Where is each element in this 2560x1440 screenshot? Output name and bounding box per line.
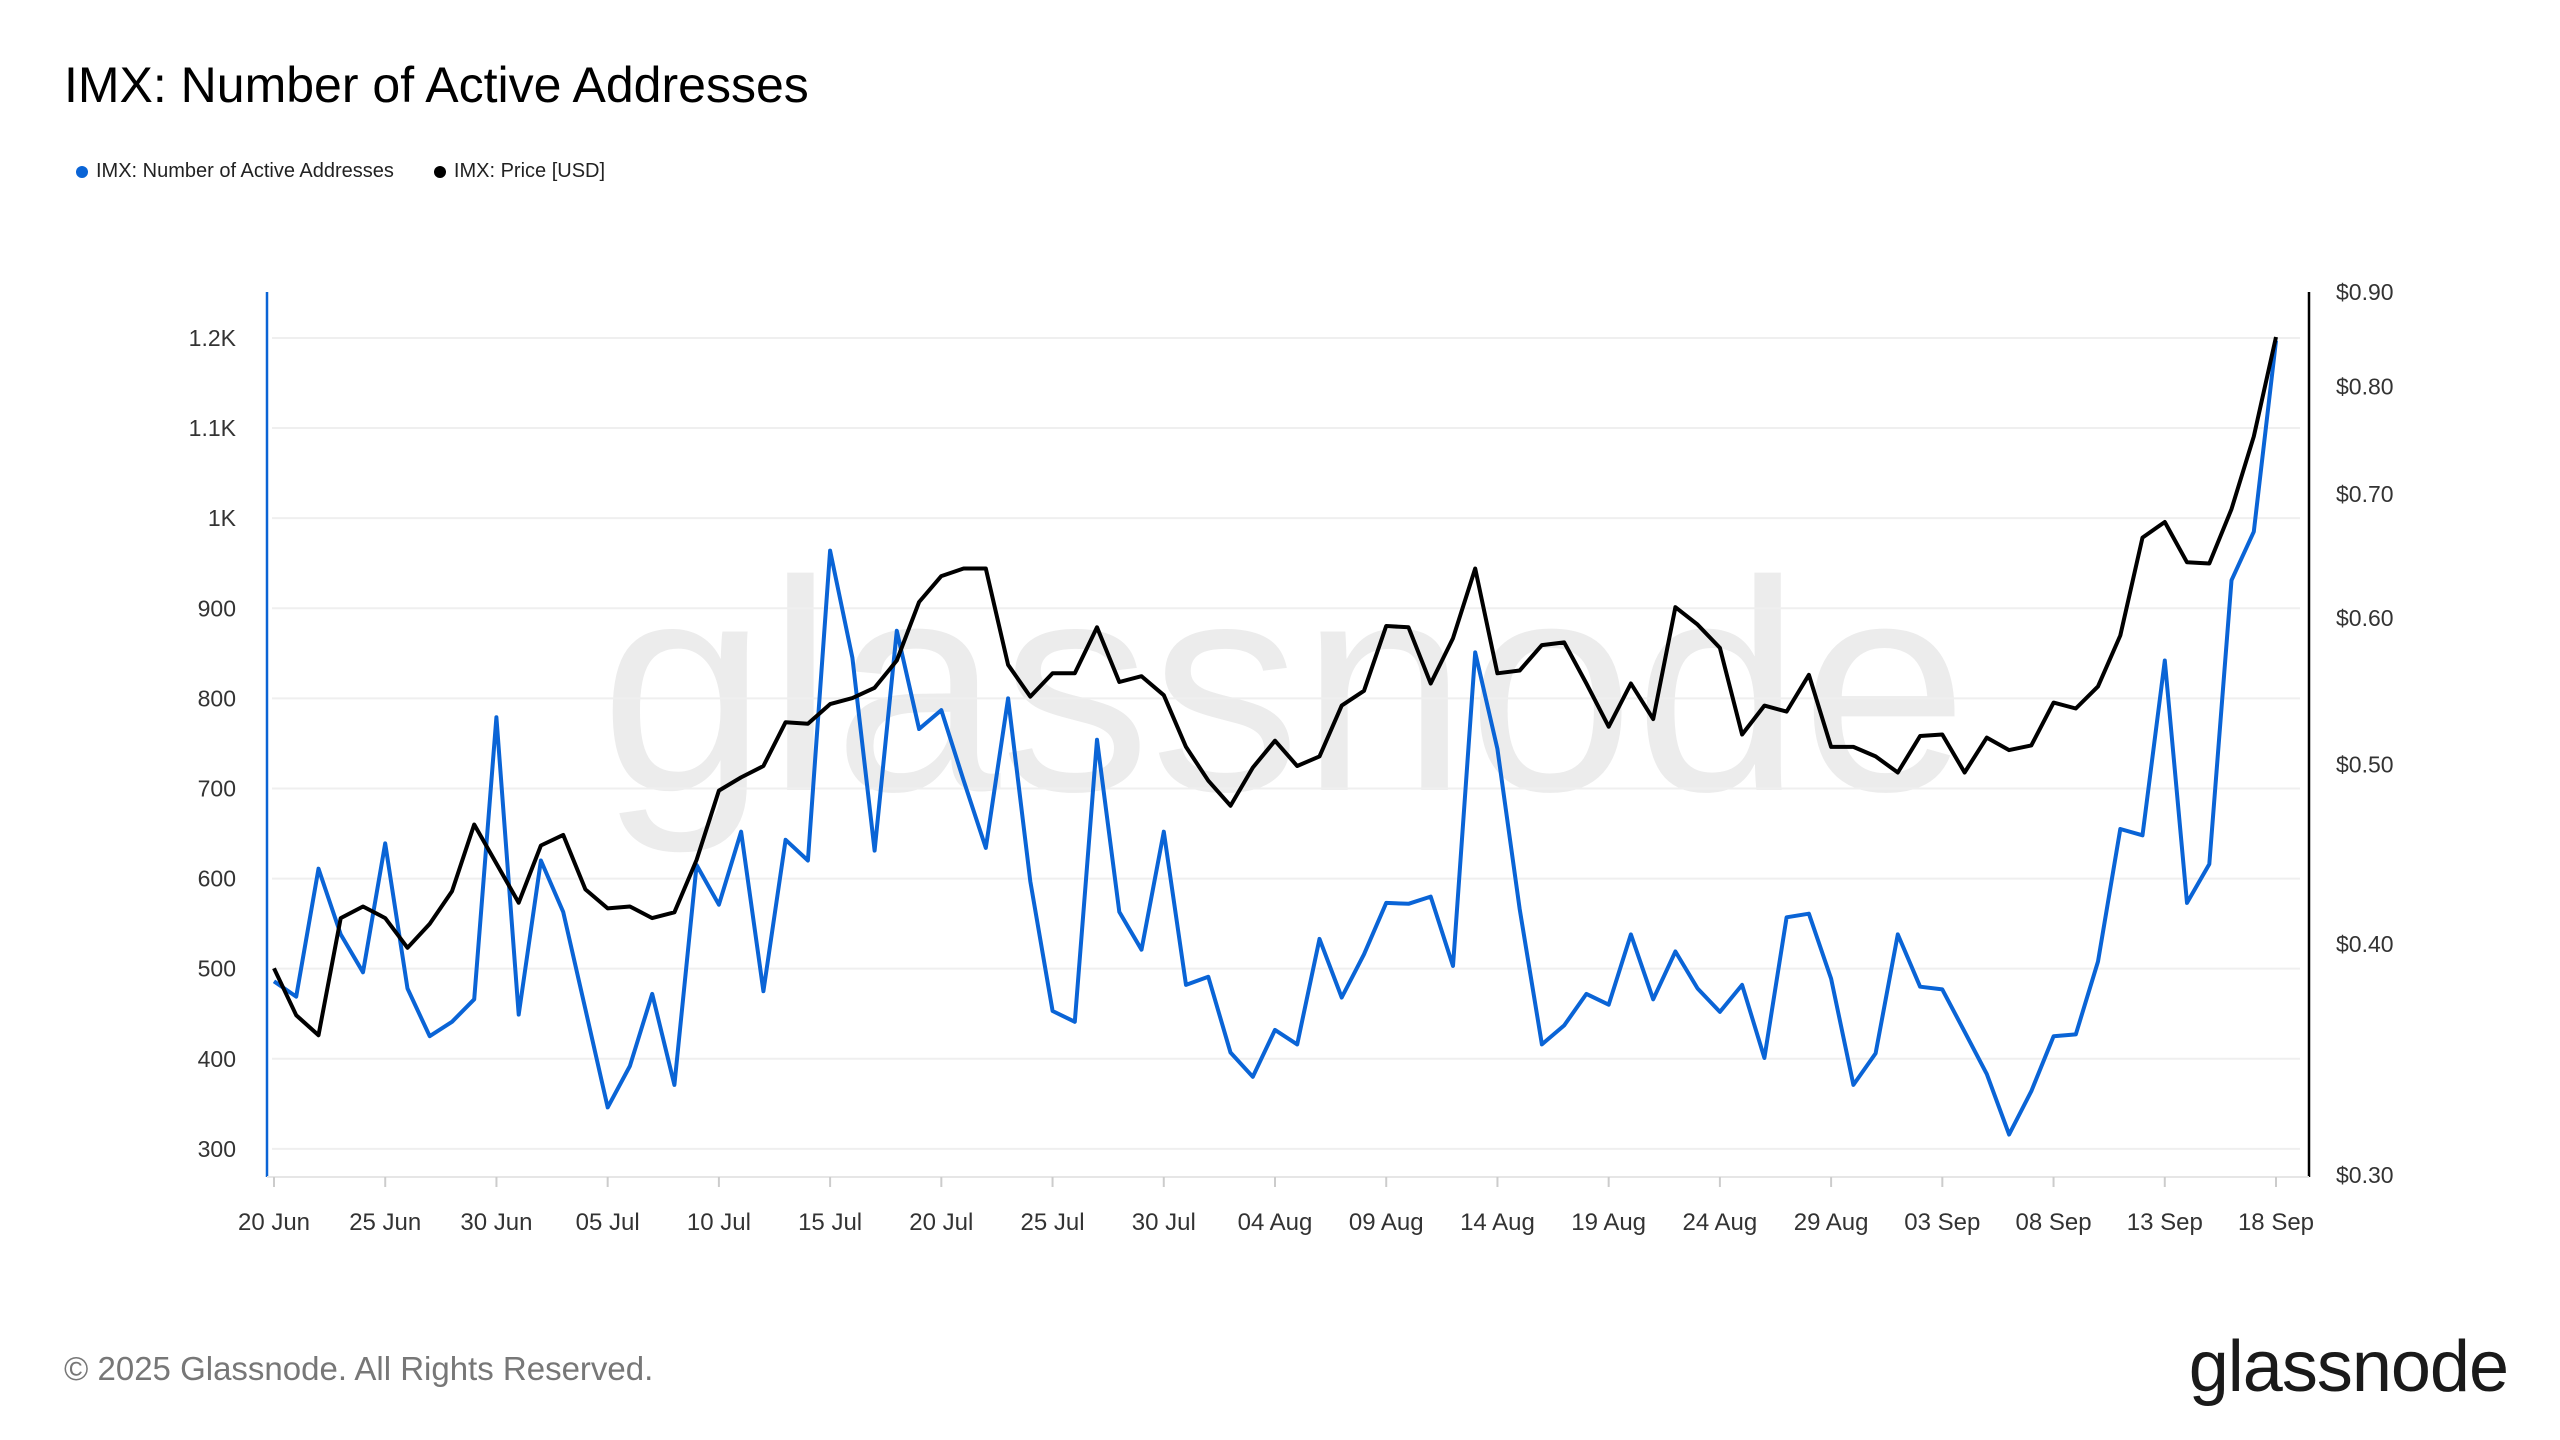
y-left-tick-label: 1K	[208, 505, 237, 531]
y-left-tick-label: 500	[198, 956, 236, 982]
y-left-tick-label: 300	[198, 1136, 236, 1162]
points-price	[273, 336, 2277, 1036]
y-left-tick-label: 900	[198, 595, 236, 621]
x-tick-label: 20 Jul	[909, 1209, 973, 1236]
y-left-tick-label: 400	[198, 1046, 236, 1072]
y-left-tick-label: 1.2K	[189, 325, 237, 351]
x-tick-label: 04 Aug	[1238, 1209, 1313, 1236]
copyright-footer: © 2025 Glassnode. All Rights Reserved.	[64, 1350, 654, 1387]
y-left-tick-label: 1.1K	[189, 415, 237, 441]
x-tick-label: 05 Jul	[576, 1209, 640, 1236]
glassnode-logo: glassnode	[2188, 1327, 2509, 1407]
x-tick-label: 03 Sep	[1904, 1209, 1980, 1236]
x-tick-label: 15 Jul	[798, 1209, 862, 1236]
x-tick-label: 13 Sep	[2127, 1209, 2203, 1236]
watermark: glassnode	[600, 518, 1968, 856]
y-left-tick-label: 600	[198, 866, 236, 892]
chart-title: IMX: Number of Active Addresses	[64, 57, 809, 113]
y-right-tick-label: $0.40	[2336, 931, 2394, 957]
x-tick-label: 24 Aug	[1683, 1209, 1758, 1236]
x-tick-label: 25 Jun	[349, 1209, 421, 1236]
legend-item-price[interactable]: IMX: Price [USD]	[433, 160, 606, 183]
y-right-tick-label: $0.50	[2336, 751, 2394, 777]
x-tick-label: 10 Jul	[687, 1209, 751, 1236]
x-tick-label: 14 Aug	[1460, 1209, 1535, 1236]
legend-dot-icon	[433, 165, 446, 178]
y-left-tick-label: 800	[198, 685, 236, 711]
x-tick-label: 09 Aug	[1349, 1209, 1424, 1236]
x-tick-label: 20 Jun	[238, 1209, 310, 1236]
x-tick-label: 30 Jul	[1132, 1209, 1196, 1236]
legend-item-active-addresses[interactable]: IMX: Number of Active Addresses	[76, 160, 394, 183]
x-tick-label: 19 Aug	[1571, 1209, 1646, 1236]
y-right-tick-label: $0.90	[2336, 279, 2394, 305]
x-tick-label: 25 Jul	[1021, 1209, 1085, 1236]
legend-label: IMX: Number of Active Addresses	[96, 160, 394, 182]
y-right-tick-label: $0.80	[2336, 374, 2394, 400]
points-active-addresses	[273, 340, 2277, 1135]
x-tick-label: 18 Sep	[2238, 1209, 2314, 1236]
x-tick-label: 29 Aug	[1794, 1209, 1869, 1236]
x-tick-label: 30 Jun	[460, 1209, 532, 1236]
y-right-tick-label: $0.30	[2336, 1162, 2394, 1188]
legend-dot-icon	[76, 165, 88, 178]
y-left-tick-label: 700	[198, 775, 236, 801]
y-right-tick-label: $0.70	[2336, 481, 2394, 507]
y-right-tick-label: $0.60	[2336, 605, 2394, 631]
legend-label: IMX: Price [USD]	[453, 160, 606, 182]
x-tick-label: 08 Sep	[2016, 1209, 2092, 1236]
legend: IMX: Number of Active Addresses IMX: Pri…	[76, 160, 605, 183]
